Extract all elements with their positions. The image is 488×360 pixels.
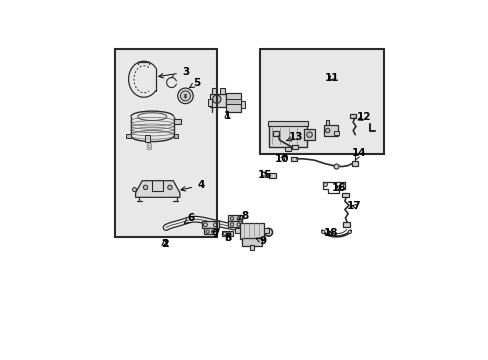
Text: 9: 9 [256, 237, 266, 246]
Circle shape [230, 223, 233, 226]
Circle shape [177, 88, 193, 104]
Text: 17: 17 [346, 201, 361, 211]
Bar [333, 131, 338, 135]
Circle shape [323, 183, 327, 186]
Text: 2: 2 [161, 239, 168, 249]
Circle shape [340, 183, 344, 186]
Bar [221, 231, 232, 237]
Bar [202, 221, 218, 228]
Circle shape [237, 223, 240, 226]
Bar [211, 88, 216, 94]
Text: 18: 18 [323, 228, 338, 238]
Text: 10: 10 [275, 154, 289, 164]
Polygon shape [135, 181, 180, 197]
Text: 8: 8 [224, 233, 232, 243]
Circle shape [203, 223, 207, 227]
Bar [268, 173, 276, 178]
Bar [349, 114, 355, 118]
Text: 3: 3 [159, 67, 189, 78]
Bar [325, 120, 328, 125]
Circle shape [227, 232, 230, 235]
Bar [272, 131, 278, 136]
Bar [304, 129, 314, 140]
Circle shape [333, 164, 338, 169]
Bar [126, 134, 131, 138]
Bar [342, 193, 348, 197]
Text: 1: 1 [223, 111, 230, 121]
Text: 8: 8 [238, 211, 247, 221]
Bar [343, 222, 349, 227]
Bar [207, 99, 211, 105]
Text: 15: 15 [257, 170, 272, 180]
Bar [235, 228, 239, 233]
Text: 4: 4 [181, 180, 204, 191]
Text: 6: 6 [184, 213, 194, 224]
Circle shape [205, 230, 209, 233]
Bar [249, 245, 254, 250]
Bar [284, 147, 291, 151]
Text: 14: 14 [351, 148, 366, 161]
Circle shape [347, 230, 351, 234]
Circle shape [264, 228, 272, 236]
Bar [241, 102, 244, 108]
Bar [145, 135, 150, 141]
Bar [228, 215, 242, 221]
Circle shape [211, 230, 214, 233]
Bar [204, 228, 216, 234]
Bar [173, 118, 180, 123]
Circle shape [223, 232, 226, 235]
Bar [324, 125, 337, 136]
Text: 5: 5 [189, 78, 200, 89]
Bar [242, 238, 261, 246]
Text: 11: 11 [324, 73, 338, 83]
Circle shape [143, 185, 147, 190]
Circle shape [321, 230, 325, 234]
Circle shape [212, 95, 221, 103]
FancyBboxPatch shape [260, 49, 383, 154]
Circle shape [237, 217, 240, 220]
Bar [225, 99, 241, 104]
Bar [239, 223, 264, 239]
Circle shape [213, 223, 217, 227]
Bar [264, 228, 268, 233]
Text: 16: 16 [331, 183, 346, 193]
Circle shape [325, 128, 329, 133]
Bar [228, 221, 242, 227]
Bar [269, 122, 306, 147]
Text: 12: 12 [356, 112, 371, 122]
Bar [225, 93, 241, 112]
Bar [267, 121, 307, 126]
Text: 13: 13 [285, 132, 303, 142]
FancyBboxPatch shape [115, 49, 217, 237]
Circle shape [167, 185, 172, 190]
Bar [210, 94, 225, 107]
Bar [292, 145, 298, 149]
Circle shape [230, 217, 233, 220]
Circle shape [132, 188, 136, 192]
Circle shape [180, 91, 190, 101]
Bar [173, 134, 178, 138]
Circle shape [306, 132, 312, 138]
Text: 2: 2 [161, 239, 168, 249]
Bar [220, 88, 224, 94]
Bar [351, 161, 357, 166]
Text: 7: 7 [212, 229, 219, 239]
Bar [290, 157, 296, 161]
